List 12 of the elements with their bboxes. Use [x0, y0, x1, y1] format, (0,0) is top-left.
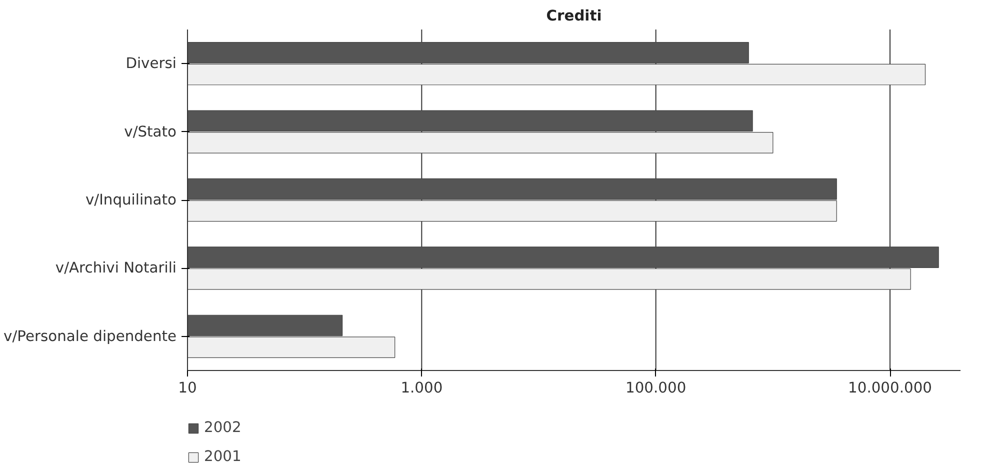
- y-tick-label: v/Archivi Notarili: [55, 260, 177, 277]
- x-tick-label: 100.000: [626, 380, 686, 396]
- x-tick-label: 1.000: [400, 380, 443, 396]
- x-tick-label: 10.000.000: [848, 380, 932, 396]
- y-tick-label: v/Stato: [124, 123, 177, 140]
- x-tick-label: 10: [178, 380, 197, 396]
- legend-label: 2001: [204, 448, 242, 465]
- legend-label: 2002: [204, 419, 242, 436]
- y-tick-label: v/Personale dipendente: [4, 328, 177, 345]
- y-tick-label: Diversi: [126, 55, 177, 72]
- y-tick-label: v/Inquilinato: [85, 192, 177, 208]
- chart-title: Crediti: [546, 8, 602, 24]
